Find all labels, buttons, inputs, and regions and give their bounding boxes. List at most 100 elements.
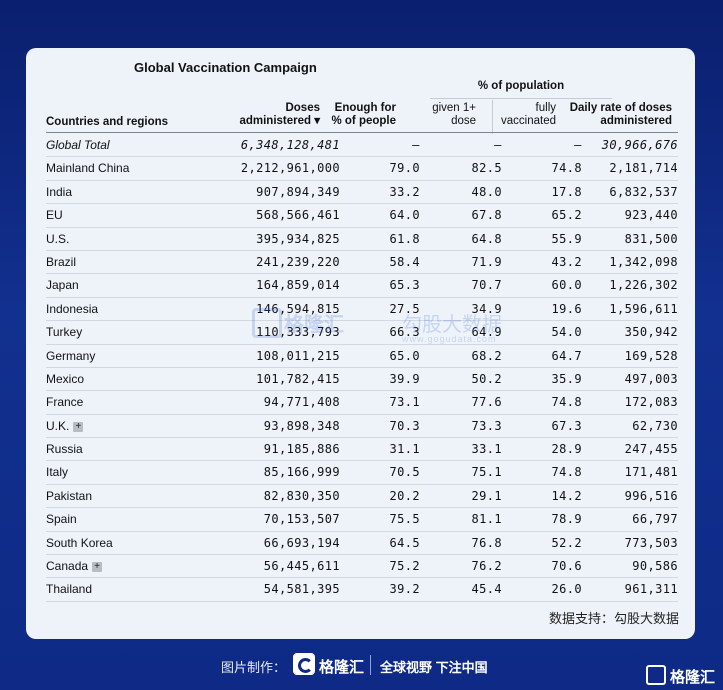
country-cell-text: Mexico — [46, 371, 85, 386]
given-cell: 33.1 — [472, 442, 503, 456]
doses-cell: 395,934,825 — [256, 232, 340, 246]
doses-cell-text: 66,693,194 — [263, 535, 340, 550]
fully-cell: 65.2 — [552, 208, 583, 222]
fully-cell: 26.0 — [552, 582, 583, 596]
enough-cell: 73.1 — [390, 395, 421, 409]
table-body: Global Total 6,348,128,481 – – – 30,966,676 Ma… — [46, 134, 678, 602]
fully-cell: 19.6 — [552, 302, 583, 316]
doses-cell-text: 93,898,348 — [263, 418, 340, 433]
daily-cell: 1,342,098 — [609, 255, 678, 269]
daily-cell: 1,596,611 — [609, 302, 678, 316]
country-cell: Japan — [46, 278, 79, 292]
expand-plus-icon[interactable]: + — [73, 421, 84, 432]
enough-cell: 20.2 — [390, 489, 421, 503]
country-cell: Turkey — [46, 325, 82, 339]
doses-cell: 101,782,415 — [256, 372, 340, 386]
footer-slogan: 全球视野 下注中国 — [380, 660, 488, 675]
enough-cell: 61.8 — [390, 232, 421, 246]
header-fully: fully vaccinated — [501, 102, 556, 127]
daily-cell: 62,730 — [632, 419, 678, 433]
fully-cell: 17.8 — [552, 185, 583, 199]
daily-cell-text: 172,083 — [624, 395, 678, 410]
given-cell-text: 71.9 — [471, 254, 502, 269]
country-cell: Spain — [46, 512, 77, 526]
fully-cell: 67.3 — [552, 419, 583, 433]
fully-cell: 43.2 — [552, 255, 583, 269]
daily-cell: 497,003 — [625, 372, 678, 386]
daily-cell-text: 350,942 — [624, 325, 678, 340]
fully-cell-text: 60.0 — [551, 278, 582, 293]
country-cell-text: Germany — [46, 348, 96, 363]
doses-cell: 241,239,220 — [256, 255, 340, 269]
fully-cell-text: 64.7 — [551, 348, 582, 363]
daily-cell-text: 247,455 — [624, 442, 678, 457]
header-doses[interactable]: Doses administered ▾ — [239, 102, 320, 127]
doses-cell-text: 146,594,815 — [256, 301, 340, 316]
country-cell-text: South Korea — [46, 535, 113, 550]
daily-cell: 90,586 — [632, 559, 678, 573]
daily-cell-text: 171,481 — [624, 465, 678, 480]
given-cell: 50.2 — [472, 372, 503, 386]
fully-cell: 78.9 — [552, 512, 583, 526]
daily-cell: 996,516 — [625, 489, 678, 503]
enough-cell-text: 79.0 — [389, 161, 420, 176]
fully-cell: 55.9 — [552, 232, 583, 246]
table-row: South Korea 66,693,194 64.5 76.8 52.2 773,503 — [46, 532, 678, 556]
daily-cell: 350,942 — [625, 325, 678, 339]
doses-cell-text: 108,011,215 — [256, 348, 340, 363]
doses-cell: 93,898,348 — [264, 419, 340, 433]
country-cell: Mexico — [46, 372, 84, 386]
enough-cell-text: 70.5 — [389, 465, 420, 480]
doses-cell: 907,894,349 — [256, 185, 340, 199]
daily-cell-text: 497,003 — [624, 371, 678, 386]
doses-cell-text: 94,771,408 — [263, 395, 340, 410]
given-cell: 45.4 — [472, 582, 503, 596]
daily-cell: 172,083 — [625, 395, 678, 409]
daily-cell-text: 2,181,714 — [609, 161, 678, 176]
given-cell-text: 70.7 — [471, 278, 502, 293]
given-cell: 76.2 — [472, 559, 503, 573]
doses-cell-text: 164,859,014 — [256, 278, 340, 293]
fully-cell-text: 35.9 — [551, 371, 582, 386]
doses-cell: 56,445,611 — [264, 559, 340, 573]
daily-cell: 169,528 — [625, 349, 678, 363]
table-row: Mainland China 2,212,961,000 79.0 82.5 74.8 2… — [46, 157, 678, 181]
table-row: Brazil 241,239,220 58.4 71.9 43.2 1,342,098 — [46, 251, 678, 275]
fully-cell: 64.7 — [552, 349, 583, 363]
header-country: Countries and regions — [46, 116, 169, 128]
given-cell: 75.1 — [472, 465, 503, 479]
doses-cell: 6,348,128,481 — [241, 138, 340, 152]
given-cell-text: 82.5 — [471, 161, 502, 176]
header-enough: Enough for % of people — [331, 102, 396, 127]
doses-cell: 164,859,014 — [256, 278, 340, 292]
country-cell: U.S. — [46, 232, 69, 246]
doses-cell: 94,771,408 — [264, 395, 340, 409]
country-cell: Thailand — [46, 582, 92, 596]
country-cell: Pakistan — [46, 489, 92, 503]
country-cell-text: Indonesia — [46, 301, 99, 316]
country-cell: South Korea — [46, 536, 113, 550]
corner-logo-icon — [645, 665, 666, 685]
doses-cell-text: 70,153,507 — [263, 512, 340, 527]
daily-cell-text: 30,966,676 — [601, 138, 678, 152]
given-cell-text: 45.4 — [471, 582, 502, 597]
expand-plus-icon[interactable]: + — [92, 562, 103, 573]
fully-cell: 74.8 — [552, 395, 583, 409]
given-cell-text: 77.6 — [471, 395, 502, 410]
fully-cell: 60.0 — [552, 278, 583, 292]
country-cell: Canada + — [46, 559, 103, 573]
given-cell-text: – — [494, 138, 502, 152]
daily-cell: 1,226,302 — [609, 278, 678, 292]
fully-cell: 74.8 — [552, 465, 583, 479]
fully-cell-text: 54.0 — [551, 325, 582, 340]
enough-cell: 64.0 — [390, 208, 421, 222]
enough-cell: 65.3 — [390, 278, 421, 292]
doses-cell: 91,185,886 — [264, 442, 340, 456]
enough-cell-text: 31.1 — [389, 442, 420, 457]
country-cell-text: India — [46, 184, 73, 199]
fully-cell-text: 52.2 — [551, 535, 582, 550]
given-cell-text: 75.1 — [471, 465, 502, 480]
given-cell: 82.5 — [472, 161, 503, 175]
fully-cell-text: 70.6 — [551, 559, 582, 574]
doses-cell-text: 2,212,961,000 — [240, 161, 340, 176]
